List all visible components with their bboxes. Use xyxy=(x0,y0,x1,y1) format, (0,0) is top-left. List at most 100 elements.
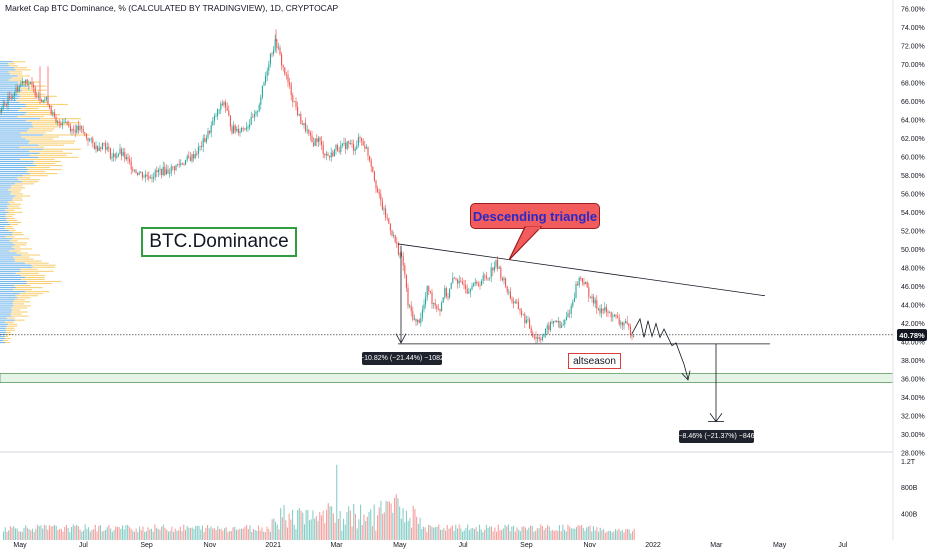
candle-down xyxy=(196,153,198,155)
candle-up xyxy=(527,319,529,321)
candle-up xyxy=(18,86,20,92)
candle-down xyxy=(242,127,244,129)
volume-bar-down xyxy=(290,519,292,540)
profile-bar-up xyxy=(0,230,9,232)
volume-bar-down xyxy=(552,530,554,540)
volume-bar-down xyxy=(184,529,186,540)
candle-down xyxy=(5,103,7,106)
profile-bar-up xyxy=(0,146,20,148)
profile-bar-down xyxy=(14,299,25,301)
volume-bar-up xyxy=(456,528,458,540)
volume-bar-down xyxy=(239,528,241,540)
volume-bar-up xyxy=(421,529,423,540)
candle-up xyxy=(570,306,572,314)
volume-bar-up xyxy=(173,531,175,540)
candle-up xyxy=(253,114,255,118)
volume-bar-up xyxy=(346,512,348,540)
volume-bar-up xyxy=(81,531,83,540)
profile-bar-up xyxy=(0,323,9,325)
volume-bar-down xyxy=(484,529,486,540)
profile-bar-down xyxy=(18,97,35,99)
profile-bar-up xyxy=(0,112,27,114)
candle-down xyxy=(439,309,441,312)
volume-bar-up xyxy=(169,530,171,540)
profile-bar-down xyxy=(38,156,79,158)
descending-triangle-callout[interactable]: Descending triangle xyxy=(470,203,600,229)
candle-down xyxy=(485,275,487,279)
candle-down xyxy=(428,286,430,292)
profile-bar-up xyxy=(0,342,6,344)
volume-bar-down xyxy=(366,516,368,540)
candle-down xyxy=(244,128,246,130)
candle-up xyxy=(175,164,177,171)
volume-bar-up xyxy=(407,520,409,540)
profile-bar-down xyxy=(31,124,71,126)
volume-bar-down xyxy=(618,528,620,540)
volume-bar-up xyxy=(587,526,589,540)
profile-bar-up xyxy=(0,276,26,278)
volume-bar-down xyxy=(230,531,232,540)
volume-bar-down xyxy=(166,529,168,540)
volume-bar-up xyxy=(16,528,18,540)
volume-bar-up xyxy=(86,528,88,540)
candle-down xyxy=(381,200,383,210)
profile-bar-up xyxy=(0,134,44,136)
candle-up xyxy=(205,137,207,143)
candle-down xyxy=(492,267,494,271)
candle-down xyxy=(586,282,588,288)
volume-bar-down xyxy=(395,494,397,540)
volume-bar-up xyxy=(76,524,78,540)
candle-down xyxy=(589,296,591,299)
resistance-line xyxy=(397,243,766,297)
y-tick-label: 58.00% xyxy=(901,173,925,180)
volume-bar-up xyxy=(263,531,265,540)
candle-down xyxy=(577,283,579,286)
volume-bar-up xyxy=(144,531,146,540)
candle-down xyxy=(436,305,438,309)
candle-up xyxy=(613,314,615,317)
trend-lines xyxy=(0,243,893,345)
volume-bar-up xyxy=(599,527,601,540)
measure-label-left: −10.82% (−21.44%) −1082 xyxy=(360,352,444,365)
volume-bar-down xyxy=(589,525,591,540)
volume-bar-down xyxy=(179,526,181,540)
volume-bar-up xyxy=(341,530,343,540)
profile-bar-up xyxy=(0,236,6,238)
volume-bar-up xyxy=(417,523,419,540)
profile-bar-up xyxy=(0,301,14,303)
volume-bar-down xyxy=(577,525,579,540)
candle-down xyxy=(629,326,631,335)
profile-bar-down xyxy=(12,232,22,234)
candle-up xyxy=(591,296,593,299)
candle-down xyxy=(172,166,174,168)
candle-up xyxy=(425,297,427,305)
x-axis[interactable]: May Jul Sep Nov 2021 Mar May Jul Sep Nov 2022 Mar Ma… xyxy=(13,542,847,549)
profile-bar-down xyxy=(9,73,23,75)
profile-bar-up xyxy=(0,278,22,281)
measure-label-right: −8.46% (−21.37%) −846 xyxy=(678,430,755,443)
profile-bar-down xyxy=(19,146,45,148)
candle-up xyxy=(578,277,580,286)
volume-bar-up xyxy=(574,528,576,540)
volume-bar-up xyxy=(548,526,550,540)
candle-down xyxy=(282,65,284,68)
candle-up xyxy=(241,127,243,132)
candle-up xyxy=(503,278,505,281)
candle-down xyxy=(287,75,289,83)
profile-bar-down xyxy=(9,203,22,205)
altseason-label[interactable]: altseason xyxy=(568,353,621,369)
candle-down xyxy=(497,259,499,269)
volume-bar-down xyxy=(536,528,538,540)
candle-down xyxy=(313,142,315,146)
x-tick-label: Sep xyxy=(520,542,533,549)
volume-bar-down xyxy=(222,530,224,540)
btc-dominance-label[interactable]: BTC.Dominance xyxy=(141,227,297,257)
candle-up xyxy=(138,172,140,175)
profile-bar-down xyxy=(11,77,23,79)
candle-down xyxy=(252,116,254,118)
candle-down xyxy=(130,161,132,170)
candle-up xyxy=(490,267,492,278)
profile-bar-down xyxy=(19,293,44,295)
y-axis[interactable]: 76.00% 74.00% 72.00% 70.00% 68.00% 66.00% 64.0… xyxy=(901,7,925,458)
